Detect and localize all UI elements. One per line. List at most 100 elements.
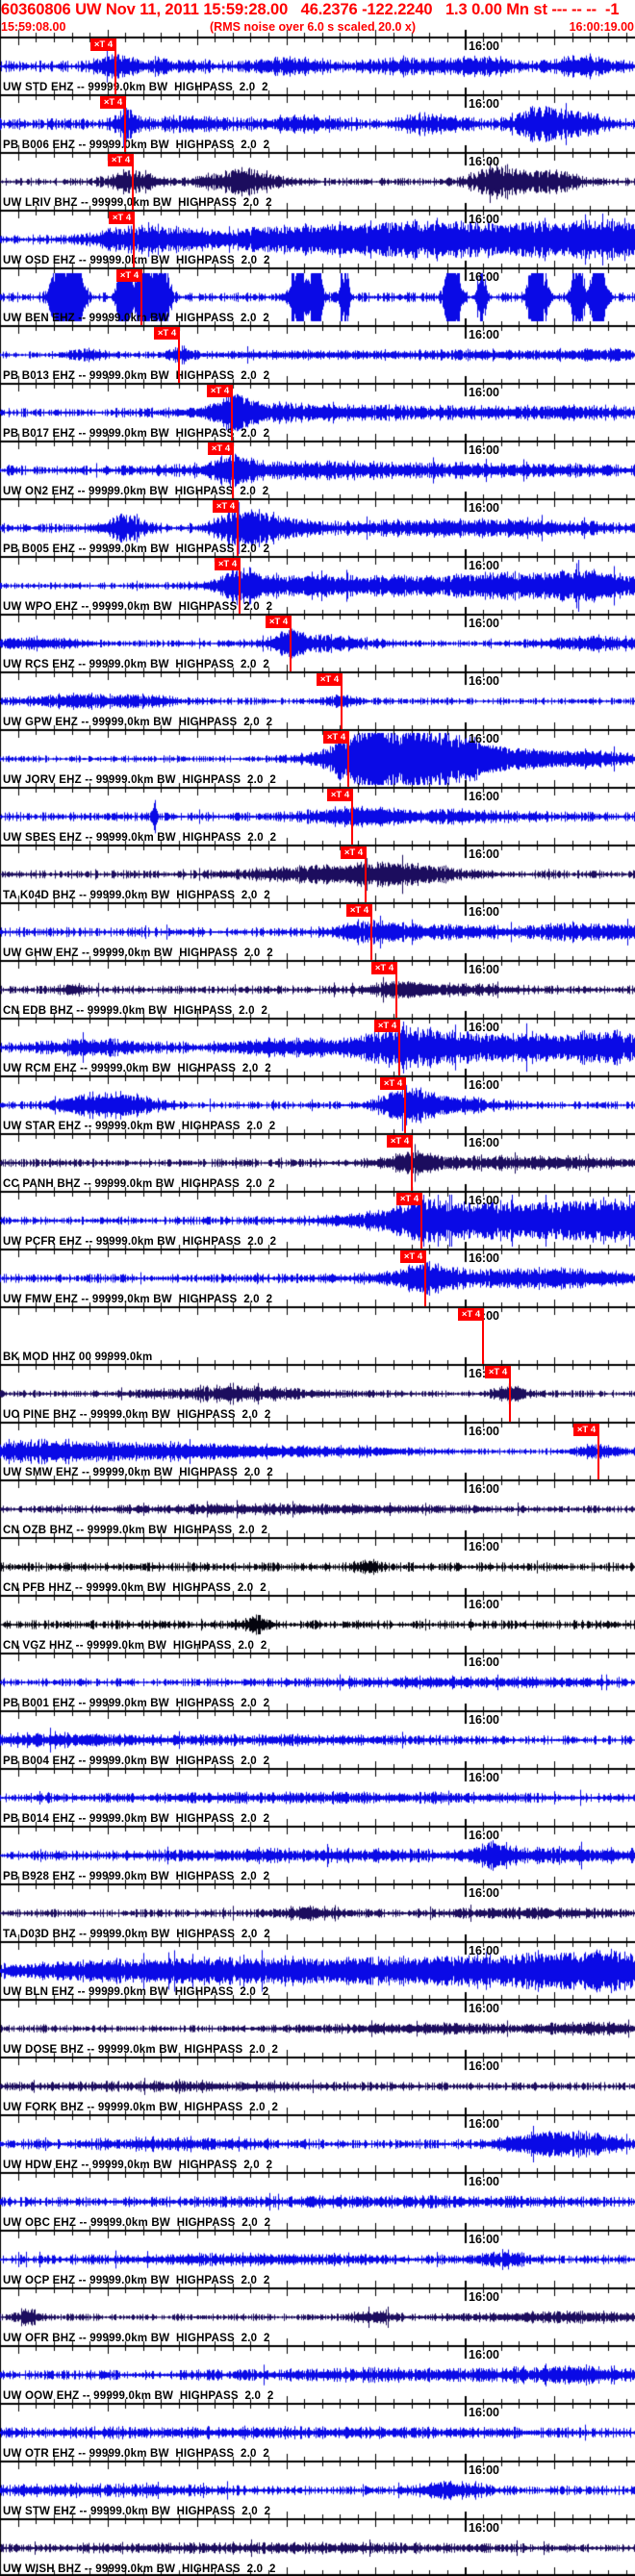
trace-row-gpw[interactable]: 16:00 ×T 4 UW GPW EHZ -- 99999.0km BW HIGH…: [0, 671, 635, 729]
pick-flag[interactable]: ×T 4: [116, 269, 142, 282]
trace-row-ghw[interactable]: 16:00 ×T 4 UW GHW EHZ -- 99999.0km BW HIGH…: [0, 902, 635, 960]
time-tick-label: 16:00: [469, 2059, 499, 2073]
trace-label: UW OSD EHZ -- 99999.0km BW HIGHPASS 2.0 …: [3, 255, 270, 266]
trace-label: PB B017 EHZ -- 99999.0km BW HIGHPASS 2.0…: [3, 428, 270, 440]
trace-row-bln[interactable]: 16:00 UW BLN EHZ -- 99999.0km BW HIGHPASS…: [0, 1941, 635, 1999]
time-tick-label: 16:00: [469, 1829, 499, 1842]
trace-row-pine[interactable]: 16:00 ×T 4 UO PINE BHZ -- 99999.0km BW HIG…: [0, 1364, 635, 1422]
trace-row-std[interactable]: 16:00 ×T 4 UW STD EHZ -- 99999.0km BW HIGH…: [0, 37, 635, 94]
trace-row-b005[interactable]: 16:00 ×T 4 PB B005 EHZ -- 99999.0km BW HIG…: [0, 498, 635, 556]
trace-row-mod[interactable]: 16:00×T 4BK MOD HHZ 00 99999.0km: [0, 1306, 635, 1364]
trace-row-fmw[interactable]: 16:00 ×T 4 UW FMW EHZ -- 99999.0km BW HIGH…: [0, 1249, 635, 1306]
trace-row-fork[interactable]: 16:00 UW FORK BHZ -- 99999.0km BW HIGHPAS…: [0, 2057, 635, 2114]
pick-flag[interactable]: ×T 4: [346, 904, 372, 917]
trace-label: UW RCM EHZ -- 99999.0km BW HIGHPASS 2.0 …: [3, 1063, 271, 1074]
pick-flag[interactable]: ×T 4: [458, 1308, 484, 1321]
pick-flag[interactable]: ×T 4: [323, 731, 349, 744]
pick-line: [597, 1436, 599, 1479]
pick-line: [114, 51, 116, 94]
pick-flag[interactable]: ×T 4: [154, 327, 180, 340]
time-tick-label: 16:00: [469, 386, 499, 399]
trace-label: UW STAR EHZ -- 99999.0km BW HIGHPASS 2.0…: [3, 1121, 276, 1132]
trace-row-oow[interactable]: 16:00 UW OOW EHZ -- 99999.0km BW HIGHPASS…: [0, 2345, 635, 2403]
pick-line: [133, 224, 135, 267]
trace-row-pcfr[interactable]: 16:00 ×T 4 UW PCFR EHZ -- 99999.0km BW HIG…: [0, 1191, 635, 1249]
trace-row-obc[interactable]: 16:00 UW OBC EHZ -- 99999.0km BW HIGHPASS…: [0, 2172, 635, 2230]
trace-row-osd[interactable]: 16:00 ×T 4 UW OSD EHZ -- 99999.0km BW HIGH…: [0, 210, 635, 267]
trace-row-wish[interactable]: 16:00 UW WISH BHZ -- 99999.0km BW HIGHPAS…: [0, 2518, 635, 2576]
pick-flag[interactable]: ×T 4: [573, 1424, 599, 1436]
trace-row-wpo[interactable]: 16:00 ×T 4 UW WPO EHZ -- 99999.0km BW HIGH…: [0, 556, 635, 614]
trace-row-jorv[interactable]: 16:00 ×T 4 UW JORV EHZ -- 99999.0km BW HIG…: [0, 729, 635, 787]
trace-label: UW OTR EHZ -- 99999.0km BW HIGHPASS 2.0 …: [3, 2448, 269, 2460]
trace-row-b928[interactable]: 16:00 PB B928 EHZ -- 99999.0km BW HIGHPAS…: [0, 1826, 635, 1883]
pick-flag[interactable]: ×T 4: [208, 442, 234, 455]
pick-flag[interactable]: ×T 4: [396, 1193, 422, 1205]
trace-label: CN EDB BHZ -- 99999.0km BW HIGHPASS 2.0 …: [3, 1005, 268, 1017]
trace-label: UW STD EHZ -- 99999.0km BW HIGHPASS 2.0 …: [3, 82, 268, 93]
pick-flag[interactable]: ×T 4: [108, 154, 134, 166]
event-summary-title: 60360806 UW Nov 11, 2011 15:59:28.00 46.…: [1, 1, 620, 18]
pick-flag[interactable]: ×T 4: [317, 673, 343, 686]
trace-row-star[interactable]: 16:00 ×T 4 UW STAR EHZ -- 99999.0km BW HIG…: [0, 1075, 635, 1133]
pick-flag[interactable]: ×T 4: [400, 1250, 426, 1263]
pick-flag[interactable]: ×T 4: [213, 500, 239, 513]
pick-flag[interactable]: ×T 4: [266, 616, 292, 628]
pick-flag[interactable]: ×T 4: [109, 212, 135, 224]
pick-line: [124, 109, 126, 152]
trace-label: UW WISH BHZ -- 99999.0km BW HIGHPASS 2.0…: [3, 2563, 276, 2575]
time-tick-label: 16:00: [469, 847, 499, 861]
trace-row-otr[interactable]: 16:00 UW OTR EHZ -- 99999.0km BW HIGHPASS…: [0, 2403, 635, 2461]
time-tick-label: 16:00: [469, 1136, 499, 1149]
pick-flag[interactable]: ×T 4: [100, 96, 126, 109]
trace-row-smw[interactable]: 16:00 ×T 4 UW SMW EHZ -- 99999.0km BW HIGH…: [0, 1422, 635, 1479]
time-tick-label: 16:00: [469, 1771, 499, 1784]
pick-flag[interactable]: ×T 4: [374, 1020, 400, 1032]
trace-row-d03d[interactable]: 16:00 TA D03D BHZ -- 99999.0km BW HIGHPAS…: [0, 1883, 635, 1941]
trace-label: UW OBC EHZ -- 99999.0km BW HIGHPASS 2.0 …: [3, 2217, 271, 2229]
trace-row-b001[interactable]: 16:00 PB B001 EHZ -- 99999.0km BW HIGHPAS…: [0, 1653, 635, 1710]
trace-row-rcm[interactable]: 16:00 ×T 4 UW RCM EHZ -- 99999.0km BW HIGH…: [0, 1018, 635, 1075]
pick-flag[interactable]: ×T 4: [380, 1077, 406, 1090]
time-tick-label: 16:00: [469, 1540, 499, 1553]
pick-flag[interactable]: ×T 4: [341, 846, 367, 859]
trace-row-stw[interactable]: 16:00 UW STW EHZ -- 99999.0km BW HIGHPASS…: [0, 2461, 635, 2518]
trace-row-hdw[interactable]: 16:00 UW HDW EHZ -- 99999.0km BW HIGHPASS…: [0, 2114, 635, 2172]
trace-row-sbes[interactable]: 16:00 ×T 4 UW SBES EHZ -- 99999.0km BW HIG…: [0, 787, 635, 845]
trace-row-edb[interactable]: 16:00 ×T 4 CN EDB BHZ -- 99999.0km BW HIGH…: [0, 960, 635, 1018]
pick-flag[interactable]: ×T 4: [207, 385, 233, 397]
time-tick-label: 16:00: [469, 1598, 499, 1611]
time-tick-label: 16:00: [469, 2463, 499, 2477]
trace-row-ozb[interactable]: 16:00 CN OZB BHZ -- 99999.0km BW HIGHPASS…: [0, 1479, 635, 1537]
trace-row-ocp[interactable]: 16:00 UW OCP EHZ -- 99999.0km BW HIGHPASS…: [0, 2230, 635, 2287]
pick-flag[interactable]: ×T 4: [90, 38, 116, 51]
trace-row-rcs[interactable]: 16:00 ×T 4 UW RCS EHZ -- 99999.0km BW HIGH…: [0, 614, 635, 671]
time-tick-label: 16:00: [469, 2117, 499, 2131]
trace-label: UW STW EHZ -- 99999.0km BW HIGHPASS 2.0 …: [3, 2506, 271, 2517]
trace-row-on2[interactable]: 16:00 ×T 4 UW ON2 EHZ -- 99999.0km BW HIGH…: [0, 441, 635, 498]
trace-row-k04d[interactable]: 16:00 ×T 4 TA K04D BHZ -- 99999.0km BW HIG…: [0, 845, 635, 902]
trace-row-dose[interactable]: 16:00 UW DOSE BHZ -- 99999.0km BW HIGHPAS…: [0, 1999, 635, 2057]
pick-flag[interactable]: ×T 4: [215, 558, 241, 570]
trace-row-pfb[interactable]: 16:00 CN PFB HHZ -- 99999.0km BW HIGHPASS…: [0, 1537, 635, 1595]
trace-row-lriv[interactable]: 16:00 ×T 4 UW LRIV BHZ -- 99999.0km BW HIG…: [0, 152, 635, 210]
pick-flag[interactable]: ×T 4: [327, 789, 353, 801]
trace-row-b017[interactable]: 16:00 ×T 4 PB B017 EHZ -- 99999.0km BW HIG…: [0, 383, 635, 441]
pick-flag[interactable]: ×T 4: [371, 962, 397, 974]
time-tick-label: 16:00: [469, 213, 499, 226]
trace-row-ofr[interactable]: 16:00 UW OFR BHZ -- 99999.0km BW HIGHPASS…: [0, 2287, 635, 2345]
pick-flag[interactable]: ×T 4: [387, 1135, 413, 1148]
time-tick-label: 16:00: [469, 790, 499, 803]
time-tick-label: 16:00: [469, 1944, 499, 1957]
trace-row-b004[interactable]: 16:00 PB B004 EHZ -- 99999.0km BW HIGHPAS…: [0, 1710, 635, 1768]
pick-flag[interactable]: ×T 4: [485, 1366, 511, 1378]
trace-row-b014[interactable]: 16:00 PB B014 EHZ -- 99999.0km BW HIGHPAS…: [0, 1768, 635, 1826]
trace-row-vgz[interactable]: 16:00 CN VGZ HHZ -- 99999.0km BW HIGHPASS…: [0, 1595, 635, 1653]
trace-row-b013[interactable]: 16:00 ×T 4 PB B013 EHZ -- 99999.0km BW HIG…: [0, 325, 635, 383]
trace-row-ben[interactable]: 16:00 ×T 4 UW BEN EHZ -- 99999.0km BW HIGH…: [0, 267, 635, 325]
pick-line: [404, 1090, 406, 1133]
trace-row-b006[interactable]: 16:00 ×T 4 PB B006 EHZ -- 99999.0km BW HIG…: [0, 94, 635, 152]
trace-row-panh[interactable]: 16:00 ×T 4 CC PANH BHZ -- 99999.0km BW HIG…: [0, 1133, 635, 1191]
time-tick-label: 16:00: [469, 1425, 499, 1438]
